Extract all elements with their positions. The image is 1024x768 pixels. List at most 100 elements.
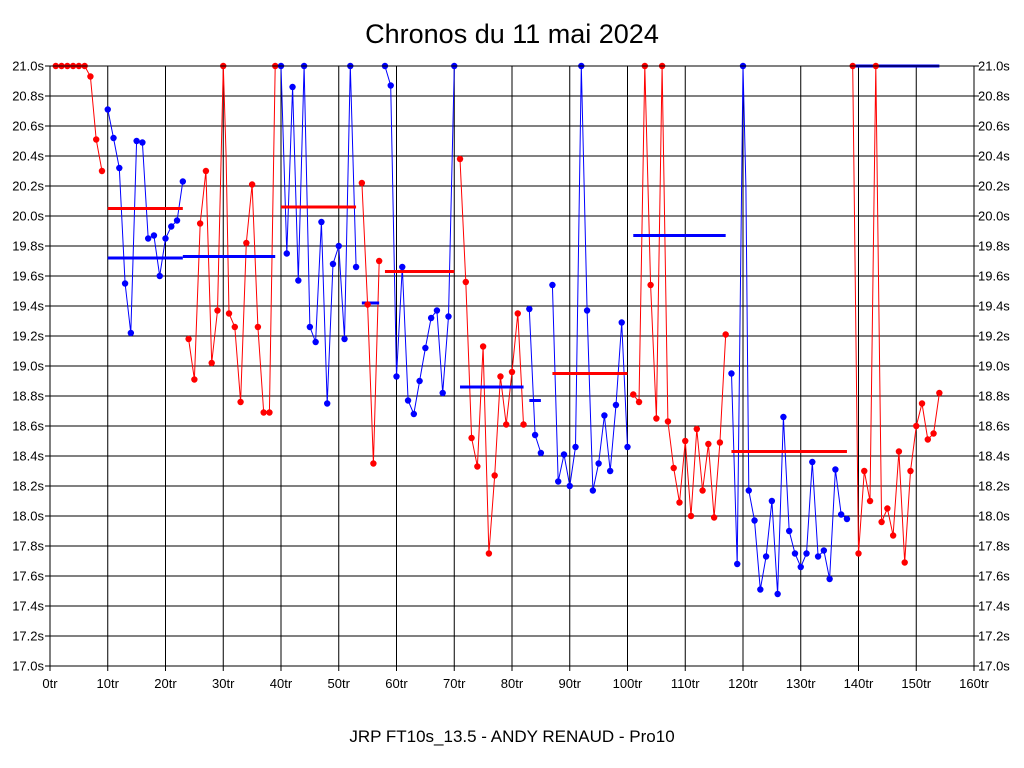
y-tick-label-right: 19.6s — [978, 269, 1010, 284]
chart-footer: JRP FT10s_13.5 - ANDY RENAUD - Pro10 — [349, 727, 674, 746]
data-point-blue — [618, 319, 625, 326]
data-point-blue — [549, 281, 556, 289]
y-tick-label: 18.8s — [12, 389, 44, 404]
data-point-red — [866, 497, 874, 505]
y-tick-label: 20.8s — [12, 89, 44, 104]
data-point-red — [687, 512, 695, 520]
data-point-red — [889, 532, 897, 539]
y-tick-label-right: 19.4s — [978, 299, 1010, 314]
y-tick-label: 21.0s — [12, 59, 44, 74]
data-point-red — [635, 398, 643, 406]
data-point-blue — [318, 218, 325, 226]
y-tick-label-right: 20.8s — [978, 89, 1010, 104]
data-point-blue — [295, 277, 302, 284]
data-point-blue — [410, 410, 418, 418]
y-tick-label-right: 20.0s — [978, 209, 1010, 224]
y-tick-label: 17.4s — [12, 599, 44, 614]
data-point-red — [930, 430, 937, 437]
data-point-red — [474, 463, 481, 470]
x-tick-label: 0tr — [42, 676, 58, 691]
data-point-blue — [110, 134, 117, 142]
data-point-red — [907, 467, 914, 475]
data-point-blue — [116, 164, 123, 172]
data-point-blue — [121, 280, 129, 287]
data-point-blue — [612, 401, 620, 409]
x-tick-label: 10tr — [97, 676, 120, 691]
y-tick-label-right: 18.6s — [978, 419, 1010, 434]
series-line-red — [852, 65, 940, 563]
x-tick-label: 80tr — [501, 676, 524, 691]
data-point-blue — [826, 575, 833, 583]
data-point-red — [647, 281, 654, 289]
series-line-blue — [528, 308, 542, 454]
series-line-blue — [731, 65, 848, 595]
data-point-blue — [433, 307, 441, 314]
x-tick-label: 160tr — [959, 676, 989, 691]
x-tick-label: 120tr — [728, 676, 758, 691]
data-point-red — [878, 518, 885, 526]
data-point-red — [358, 179, 366, 187]
data-point-blue — [606, 467, 614, 475]
data-point-blue — [803, 550, 810, 557]
data-point-blue — [531, 431, 539, 439]
data-point-blue — [751, 517, 758, 524]
data-point-red — [716, 439, 724, 446]
data-point-blue — [445, 313, 452, 320]
y-tick-label-right: 19.0s — [978, 359, 1010, 374]
data-point-blue — [404, 397, 412, 404]
series-line-red — [361, 182, 380, 464]
data-point-blue — [283, 250, 290, 257]
y-tick-label: 18.6s — [12, 419, 44, 434]
y-tick-label: 20.4s — [12, 149, 44, 164]
x-tick-label: 60tr — [385, 676, 408, 691]
data-point-blue — [127, 329, 135, 337]
y-tick-label: 19.0s — [12, 359, 44, 374]
data-point-red — [630, 391, 637, 398]
data-point-blue — [139, 139, 146, 146]
data-point-blue — [422, 344, 429, 352]
series-line-red — [55, 65, 103, 172]
data-point-red — [520, 421, 527, 428]
data-point-red — [231, 323, 238, 331]
data-point-blue — [439, 389, 446, 397]
data-point-red — [861, 467, 868, 475]
data-point-red — [855, 550, 862, 557]
data-point-red — [260, 409, 267, 416]
data-point-blue — [555, 478, 562, 485]
data-point-red — [243, 239, 250, 247]
y-tick-label: 20.2s — [12, 179, 44, 194]
x-axis: 0tr 10tr 20tr 30tr 40tr 50tr 60tr 70tr 80tr 90tr 1… — [42, 666, 989, 691]
data-point-red — [901, 559, 908, 566]
data-point-red — [185, 335, 192, 343]
y-tick-label-right: 18.8s — [978, 389, 1010, 404]
data-point-red — [699, 487, 706, 494]
data-point-red — [237, 398, 244, 406]
data-point-red — [191, 376, 198, 383]
data-point-blue — [624, 443, 631, 451]
data-point-red — [705, 440, 712, 448]
data-point-blue — [329, 260, 337, 268]
data-point-blue — [566, 482, 573, 490]
data-point-red — [462, 278, 469, 286]
data-point-blue — [820, 547, 828, 554]
data-point-blue — [179, 178, 187, 185]
plot-frame — [49, 65, 975, 667]
data-point-blue — [162, 235, 169, 242]
data-point-blue — [156, 272, 163, 280]
data-point-blue — [832, 466, 839, 473]
data-point-blue — [780, 413, 787, 421]
y-tick-label: 17.2s — [12, 629, 44, 644]
y-tick-label: 19.4s — [12, 299, 44, 314]
x-tick-label: 90tr — [559, 676, 582, 691]
y-tick-label-right: 19.2s — [978, 329, 1010, 344]
data-point-blue — [393, 373, 400, 380]
x-tick-label: 40tr — [270, 676, 293, 691]
data-point-red — [913, 422, 920, 430]
y-tick-label: 18.0s — [12, 509, 44, 524]
data-point-red — [722, 331, 729, 338]
series-line-blue — [384, 65, 455, 416]
y-tick-label: 17.6s — [12, 569, 44, 584]
series-line-red — [188, 65, 276, 413]
data-point-blue — [791, 550, 799, 557]
